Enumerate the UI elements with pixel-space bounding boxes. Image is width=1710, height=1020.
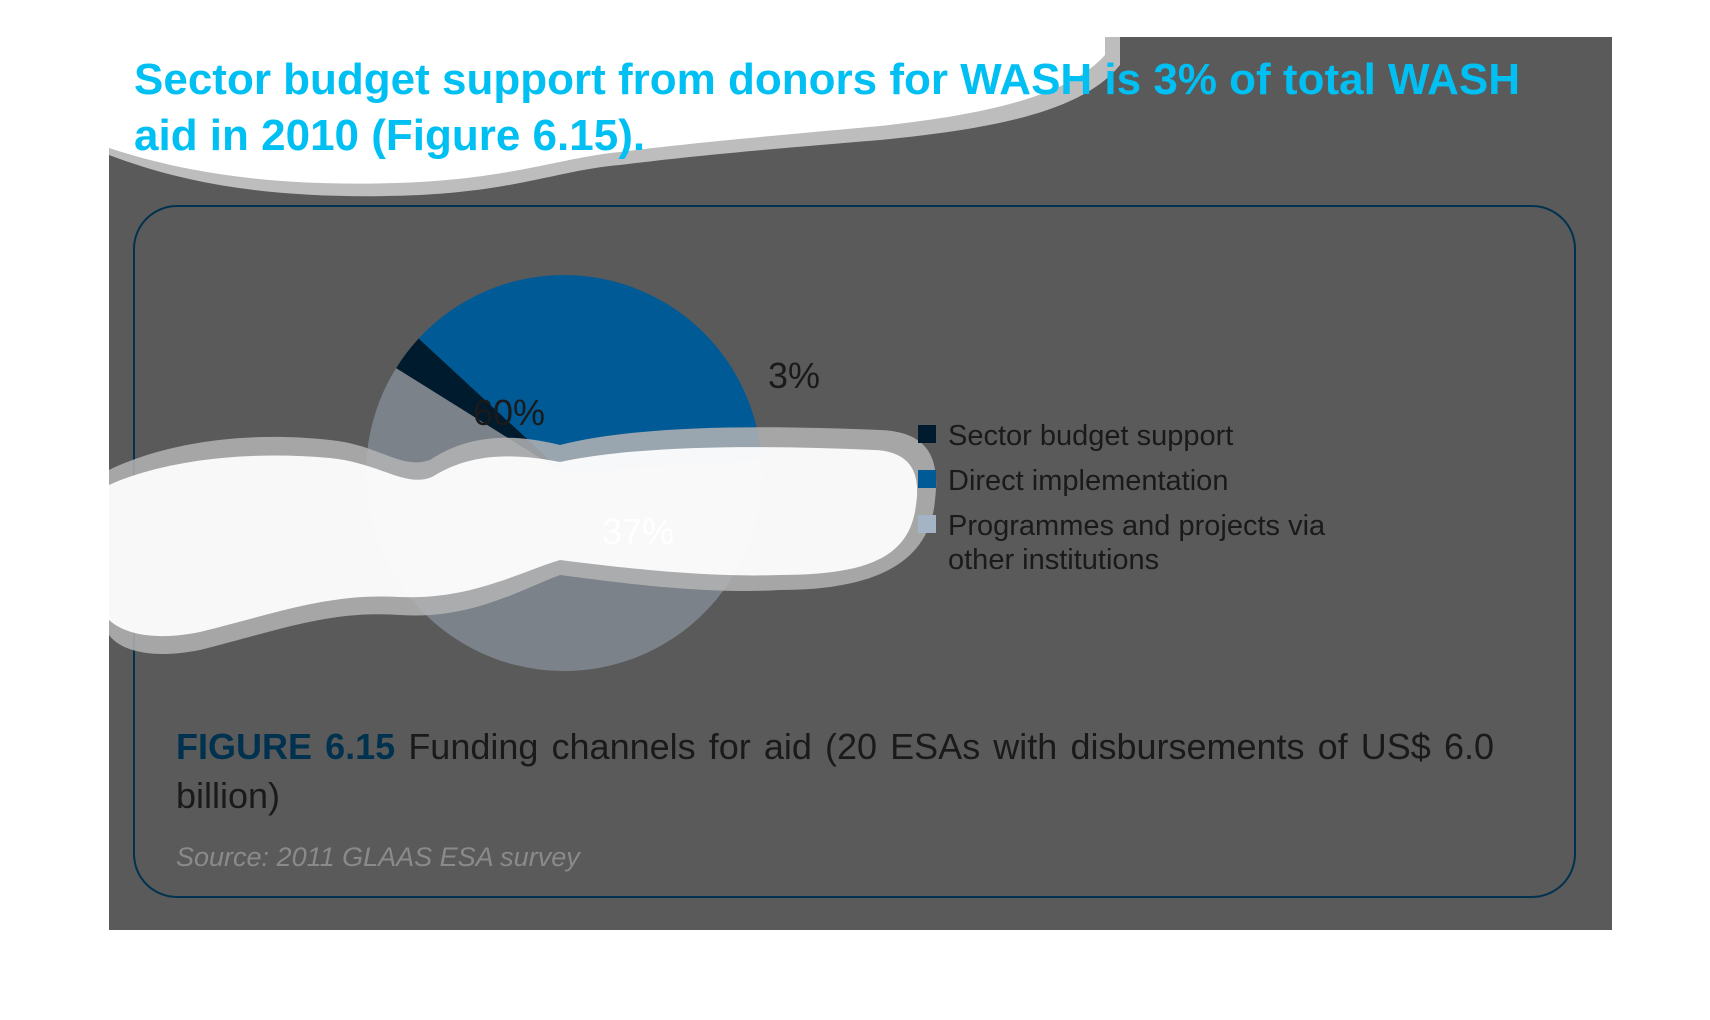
legend: Sector budget support Direct implementat…	[918, 420, 1326, 576]
figure-caption: FIGURE 6.15 Funding channels for aid (20…	[176, 722, 1494, 820]
legend-label-programmes-projects: Programmes and projects via	[948, 510, 1326, 542]
legend-swatch-sector-budget-support	[918, 425, 936, 443]
slice-labels: 3% 37% 60%	[473, 355, 820, 552]
legend-swatch-programmes-projects	[918, 515, 936, 533]
slice-label-direct-implementation: 37%	[602, 511, 674, 552]
figure-label: FIGURE 6.15	[176, 726, 396, 767]
slice-label-sector-budget-support: 3%	[768, 355, 820, 396]
legend-label-direct-implementation: Direct implementation	[948, 465, 1228, 497]
legend-swatch-direct-implementation	[918, 470, 936, 488]
legend-label-sector-budget-support: Sector budget support	[948, 420, 1233, 452]
figure-caption-text: Funding channels for aid (20 ESAs with d…	[176, 726, 1494, 816]
legend-label-other-institutions: other institutions	[948, 544, 1159, 576]
source-note: Source: 2011 GLAAS ESA survey	[176, 842, 580, 872]
slice-label-programmes-projects: 60%	[473, 392, 545, 433]
pie-slice-direct-implementation	[418, 275, 762, 473]
decorative-blob-middle	[109, 427, 937, 655]
headline: Sector budget support from donors for WA…	[134, 55, 1521, 160]
